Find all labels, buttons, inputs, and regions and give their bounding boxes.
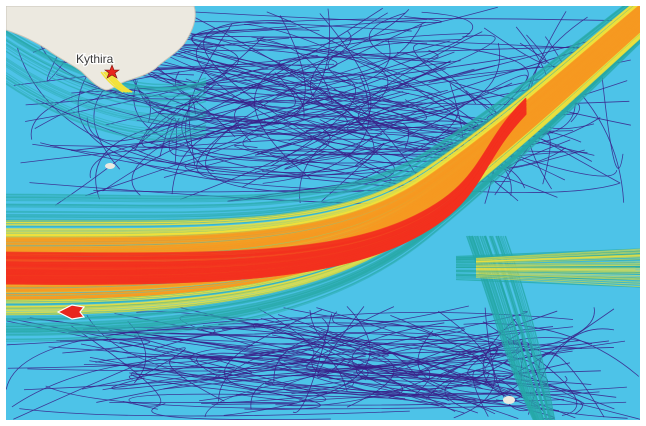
port-star-icon[interactable] <box>104 64 120 79</box>
sparse-traffic-layer <box>6 6 640 420</box>
map-canvas[interactable]: Kythira <box>6 6 640 420</box>
max-traffic-layer <box>6 97 527 285</box>
islet <box>105 163 115 169</box>
vessel-arrow-icon[interactable] <box>56 304 86 320</box>
islet <box>503 396 515 404</box>
place-label-kythira: Kythira <box>76 52 114 66</box>
